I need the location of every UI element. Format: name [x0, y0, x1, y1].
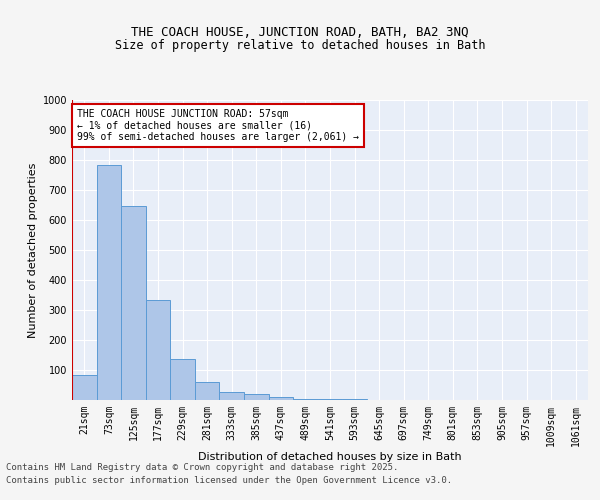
X-axis label: Distribution of detached houses by size in Bath: Distribution of detached houses by size … [198, 452, 462, 462]
Bar [146, 300, 170, 400]
Bar [121, 206, 146, 400]
Text: Size of property relative to detached houses in Bath: Size of property relative to detached ho… [115, 38, 485, 52]
Bar [244, 394, 269, 400]
Bar [318, 399, 342, 400]
Bar [293, 398, 318, 400]
Bar [170, 359, 195, 400]
Text: THE COACH HOUSE, JUNCTION ROAD, BATH, BA2 3NQ: THE COACH HOUSE, JUNCTION ROAD, BATH, BA… [131, 26, 469, 39]
Bar [195, 382, 220, 400]
Text: THE COACH HOUSE JUNCTION ROAD: 57sqm
← 1% of detached houses are smaller (16)
99: THE COACH HOUSE JUNCTION ROAD: 57sqm ← 1… [77, 109, 359, 142]
Bar [269, 397, 293, 400]
Bar [220, 392, 244, 400]
Bar [72, 375, 97, 400]
Bar [97, 165, 121, 400]
Y-axis label: Number of detached properties: Number of detached properties [28, 162, 38, 338]
Text: Contains HM Land Registry data © Crown copyright and database right 2025.: Contains HM Land Registry data © Crown c… [6, 464, 398, 472]
Text: Contains public sector information licensed under the Open Government Licence v3: Contains public sector information licen… [6, 476, 452, 485]
